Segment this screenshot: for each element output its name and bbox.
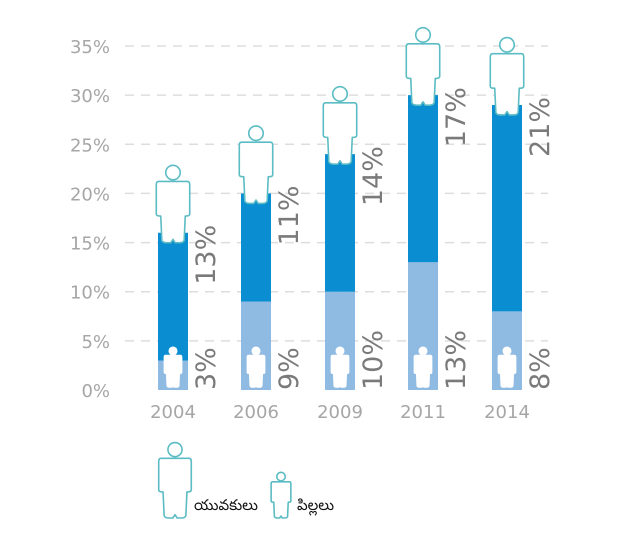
y-tick-label: 15% xyxy=(70,234,110,255)
x-tick-label: 2006 xyxy=(233,402,279,423)
bar-segment-youth xyxy=(241,193,271,302)
y-tick-label: 35% xyxy=(70,37,110,58)
child-icon xyxy=(246,346,266,388)
adult-icon xyxy=(238,125,274,205)
y-tick-label: 10% xyxy=(70,283,110,304)
bar-segment-youth xyxy=(158,232,188,361)
adult-icon xyxy=(322,85,358,165)
legend: యువకులు పిల్లలు xyxy=(157,441,334,519)
bar-segment-youth xyxy=(408,95,438,263)
child-icon xyxy=(497,346,517,388)
x-tick-label: 2004 xyxy=(150,402,196,423)
x-tick-label: 2009 xyxy=(317,402,363,423)
y-tick-label: 20% xyxy=(70,184,110,205)
legend-child-icon xyxy=(270,471,292,519)
segment-value-label: 13% xyxy=(191,225,222,285)
bar-segment-youth xyxy=(492,104,522,312)
segment-value-label: 3% xyxy=(191,347,222,390)
adult-icon xyxy=(155,164,191,244)
y-tick-label: 0% xyxy=(81,381,110,402)
y-tick-label: 30% xyxy=(70,86,110,107)
segment-value-label: 13% xyxy=(441,330,472,390)
segment-value-label: 17% xyxy=(441,87,472,147)
bar-segment-youth xyxy=(325,154,355,292)
x-tick-label: 2011 xyxy=(400,402,446,423)
adult-icon xyxy=(489,36,525,116)
legend-label-children: పిల్లలు xyxy=(297,496,334,516)
x-tick-label: 2014 xyxy=(484,402,530,423)
y-tick-label: 5% xyxy=(81,332,110,353)
legend-label-youth: యువకులు xyxy=(194,496,258,514)
child-icon xyxy=(330,346,350,388)
segment-value-label: 10% xyxy=(358,330,389,390)
y-tick-label: 25% xyxy=(70,135,110,156)
segment-value-label: 11% xyxy=(274,185,305,245)
segment-value-label: 21% xyxy=(525,97,556,157)
segment-value-label: 8% xyxy=(525,347,556,390)
adult-icon xyxy=(405,26,441,106)
segment-value-label: 9% xyxy=(274,347,305,390)
legend-adult-icon xyxy=(157,441,193,519)
segment-value-label: 14% xyxy=(358,146,389,206)
child-icon xyxy=(163,346,183,388)
child-icon xyxy=(413,346,433,388)
